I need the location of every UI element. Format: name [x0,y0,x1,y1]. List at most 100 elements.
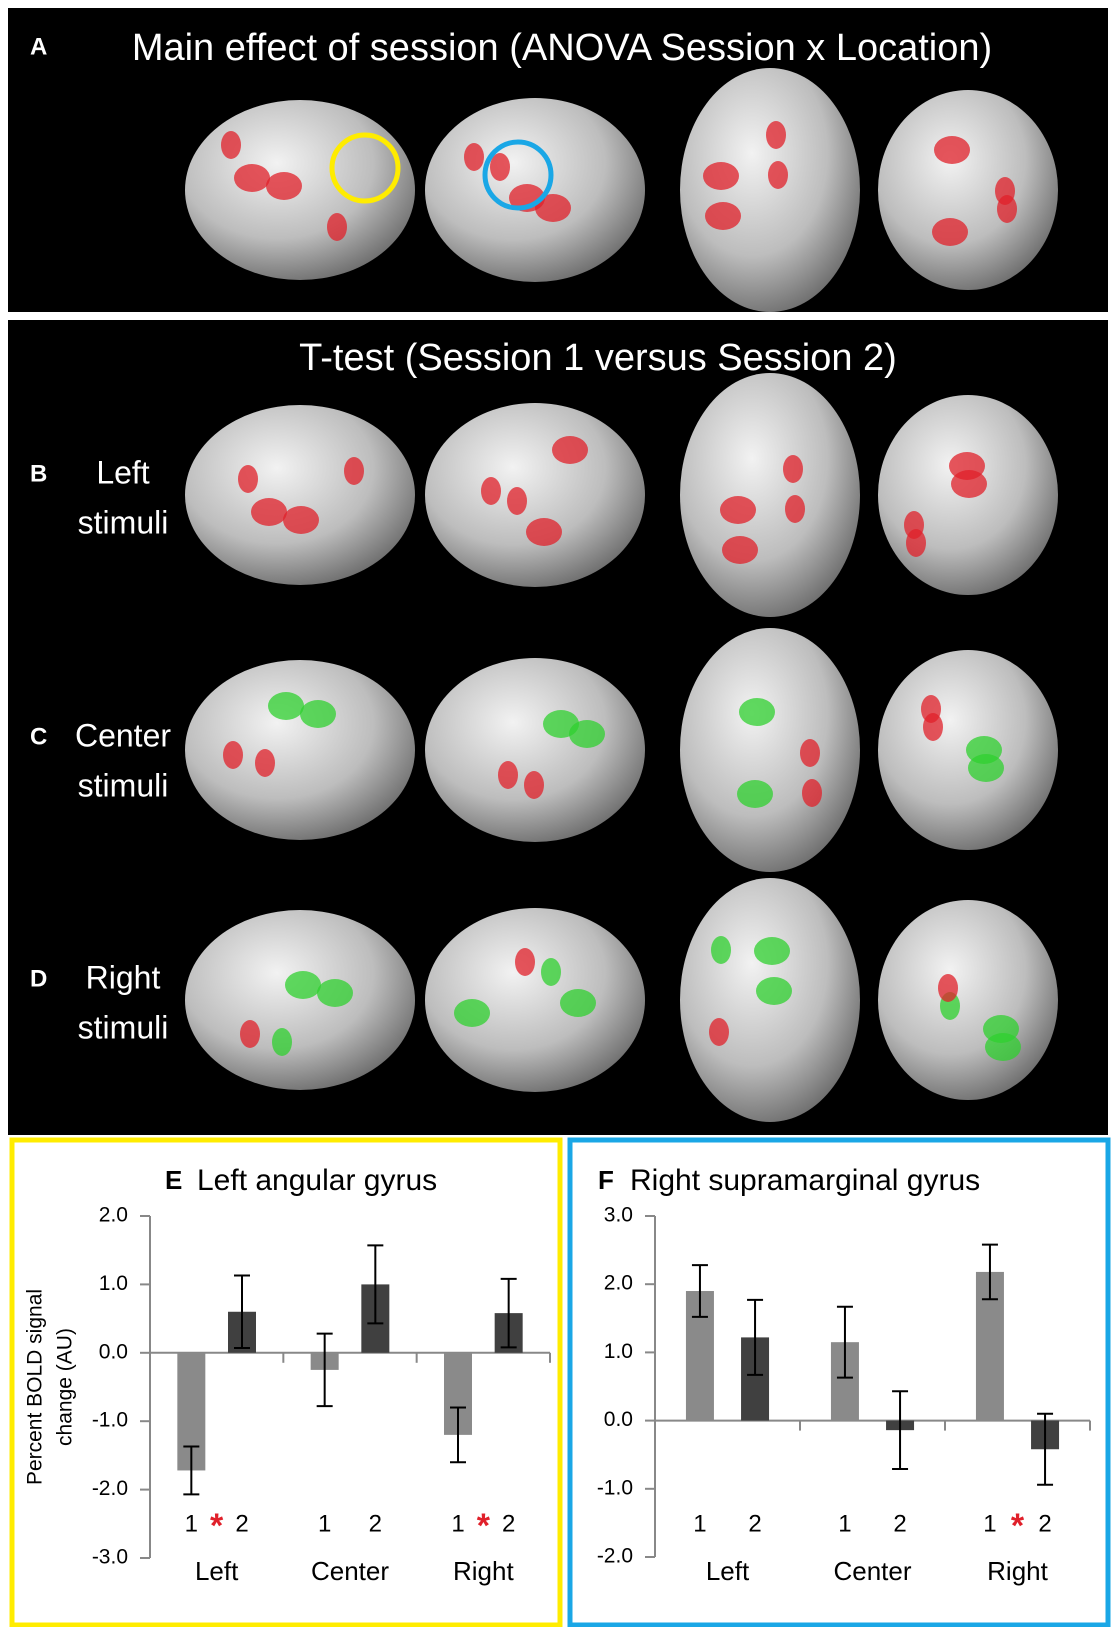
activation-blob [515,948,535,976]
activation-blob [768,161,788,189]
activation-blob [285,971,321,999]
row-label: stimuli [78,1009,169,1045]
significance-marker: * [477,1507,491,1545]
activation-blob [560,989,596,1017]
activation-blob [507,487,527,515]
row-label: stimuli [78,767,169,803]
brain [185,405,415,585]
panel-letter: F [598,1165,614,1195]
activation-blob [802,779,822,807]
x-tick-label: Center [311,1556,389,1586]
activation-blob [221,131,241,159]
bar-label: 2 [235,1510,248,1537]
x-tick-label: Left [706,1556,750,1586]
activation-blob [524,771,544,799]
bar-label: 2 [893,1510,906,1537]
bar-label: 2 [502,1510,515,1537]
activation-blob [709,1018,729,1046]
brain [680,373,860,617]
panel-letter: E [165,1165,182,1195]
activation-blob [255,749,275,777]
bar-label: 1 [693,1510,706,1537]
x-tick-label: Right [987,1556,1048,1586]
activation-blob [754,937,790,965]
x-tick-label: Left [195,1556,239,1586]
panel-letter: A [30,33,47,60]
bar-label: 2 [748,1510,761,1537]
figure: A Main effect of session (ANOVA Session … [0,0,1116,1627]
significance-marker: * [1011,1507,1025,1545]
brain [425,658,645,842]
activation-blob [238,465,258,493]
y-axis-label: change (AU) [54,1328,77,1446]
activation-blob [966,736,1002,764]
bar-label: 1 [983,1510,996,1537]
activation-blob [932,218,968,246]
y-tick-label: 0.0 [99,1340,128,1363]
panel-title: Main effect of session (ANOVA Session x … [132,27,992,69]
y-tick-label: -2.0 [597,1545,633,1568]
activation-blob [783,455,803,483]
activation-blob [344,457,364,485]
activation-blob [766,121,786,149]
panel-title: T-test (Session 1 versus Session 2) [299,337,897,379]
activation-blob [921,695,941,723]
x-tick-label: Center [833,1556,911,1586]
activation-blob [938,974,958,1002]
y-tick-label: 2.0 [99,1204,128,1227]
y-tick-label: 0.0 [604,1408,633,1431]
row-label: Center [75,717,171,753]
y-tick-label: 3.0 [604,1204,633,1227]
activation-blob [737,780,773,808]
bar-label: 1 [185,1510,198,1537]
panel-letter: B [30,460,47,487]
activation-blob [739,698,775,726]
activation-blob [327,213,347,241]
row-label: stimuli [78,504,169,540]
row-label: Left [96,454,149,490]
bar-label: 1 [451,1510,464,1537]
activation-blob [785,495,805,523]
brain [878,900,1058,1100]
activation-blob [234,164,270,192]
activation-blob [283,506,319,534]
activation-blob [498,761,518,789]
y-tick-label: -1.0 [597,1476,633,1499]
activation-blob [552,436,588,464]
y-tick-label: 1.0 [604,1340,633,1363]
activation-blob [223,741,243,769]
panel-letter: C [30,723,47,750]
bar-label: 2 [1038,1510,1051,1537]
row-label: Right [86,959,161,995]
panel-letter: D [30,965,47,992]
activation-blob [251,498,287,526]
activation-blob [240,1020,260,1048]
activation-blob [464,143,484,171]
brain [680,628,860,872]
y-tick-label: 2.0 [604,1272,633,1295]
activation-blob [266,172,302,200]
x-tick-label: Right [453,1556,514,1586]
y-axis-label: Percent BOLD signal [24,1289,47,1485]
chart-title: Right supramarginal gyrus [630,1164,980,1197]
chart-title: Left angular gyrus [197,1164,437,1197]
y-tick-label: -3.0 [92,1546,128,1569]
activation-blob [800,739,820,767]
activation-blob [454,999,490,1027]
activation-blob [934,136,970,164]
activation-blob [703,162,739,190]
brain [680,68,860,312]
activation-blob [481,477,501,505]
activation-blob [949,452,985,480]
significance-marker: * [210,1507,224,1545]
activation-blob [756,977,792,1005]
activation-blob [526,518,562,546]
bar-label: 1 [838,1510,851,1537]
brain [185,660,415,840]
y-tick-label: 1.0 [99,1272,128,1295]
activation-blob [541,958,561,986]
bar-label: 2 [369,1510,382,1537]
activation-blob [300,700,336,728]
activation-blob [722,536,758,564]
activation-blob [995,177,1015,205]
